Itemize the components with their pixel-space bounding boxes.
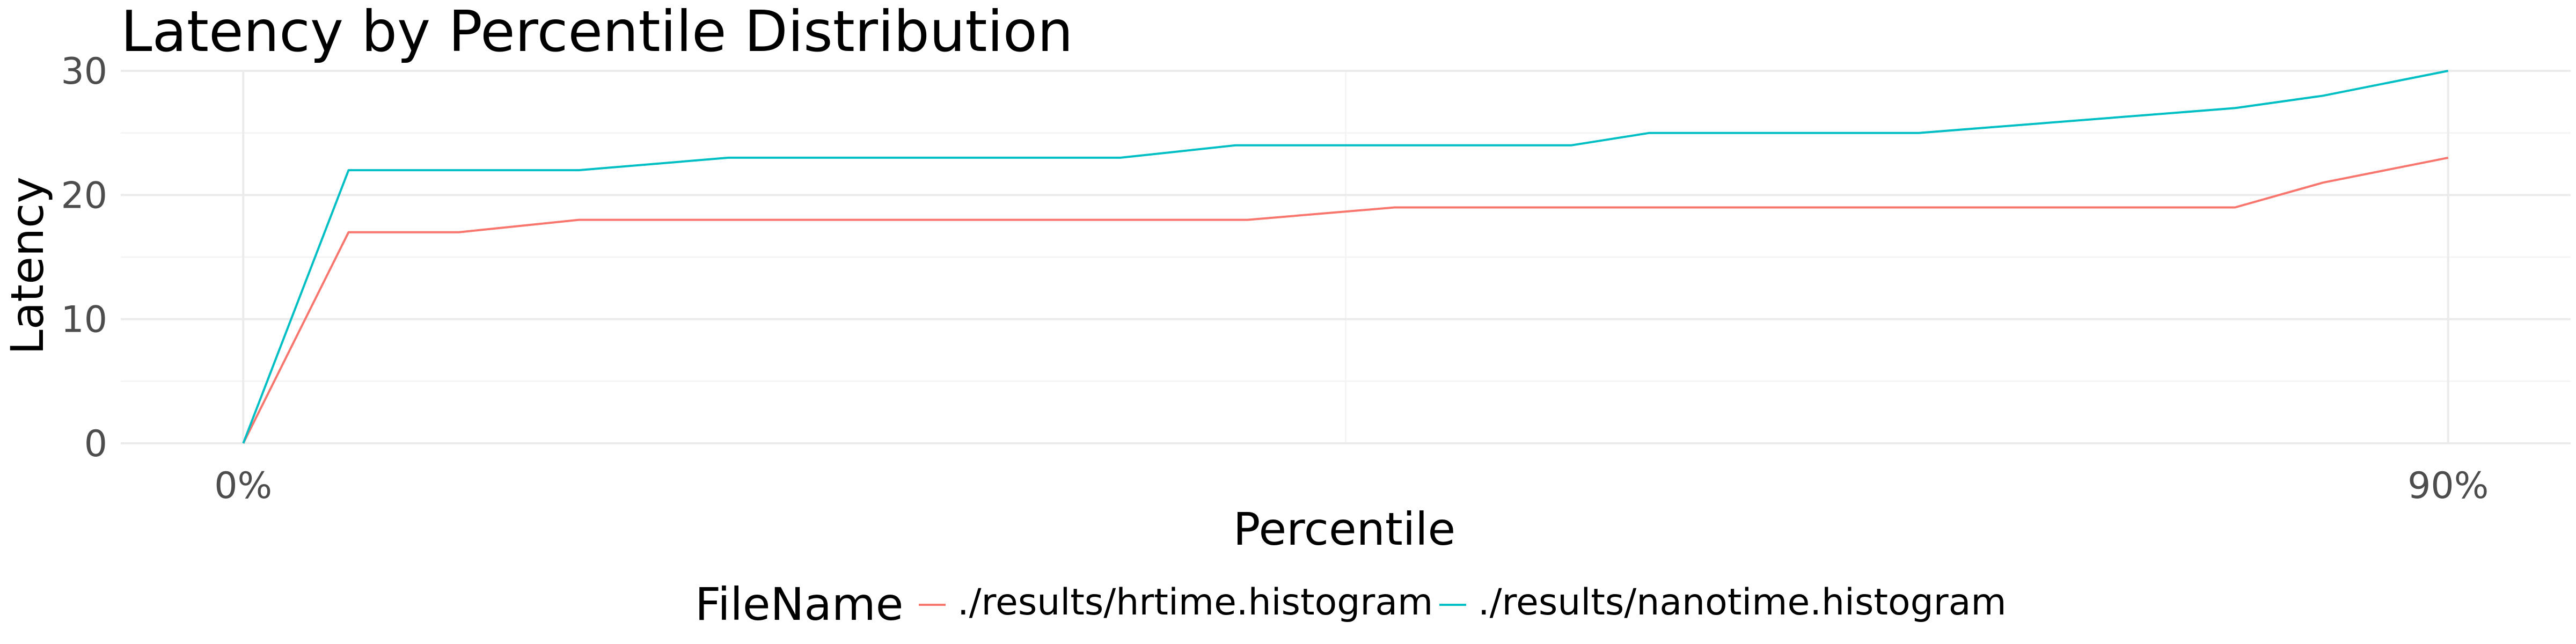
tick-labels: 0 10 20 30 0% 90% <box>61 50 2489 507</box>
x-tick-label: 90% <box>2407 465 2489 507</box>
y-axis-title: Latency <box>1 177 54 355</box>
series-lines <box>242 70 2449 444</box>
y-tick-label: 20 <box>61 174 107 217</box>
chart-title: Latency by Percentile Distribution <box>121 0 1073 64</box>
legend: FileName ./results/hrtime.histogram ./re… <box>695 578 2007 631</box>
y-tick-label: 0 <box>84 423 107 465</box>
x-tick-label: 0% <box>214 465 272 507</box>
series-line-hrtime <box>242 156 2449 444</box>
x-axis-title: Percentile <box>1233 503 1455 555</box>
grid <box>121 70 2571 444</box>
y-tick-label: 10 <box>61 299 107 341</box>
legend-title: FileName <box>695 578 903 631</box>
y-tick-label: 30 <box>61 50 107 93</box>
series-line-nanotime <box>242 70 2449 444</box>
legend-label-nanotime: ./results/nanotime.histogram <box>1478 581 2007 624</box>
legend-label-hrtime: ./results/hrtime.histogram <box>957 581 1433 624</box>
